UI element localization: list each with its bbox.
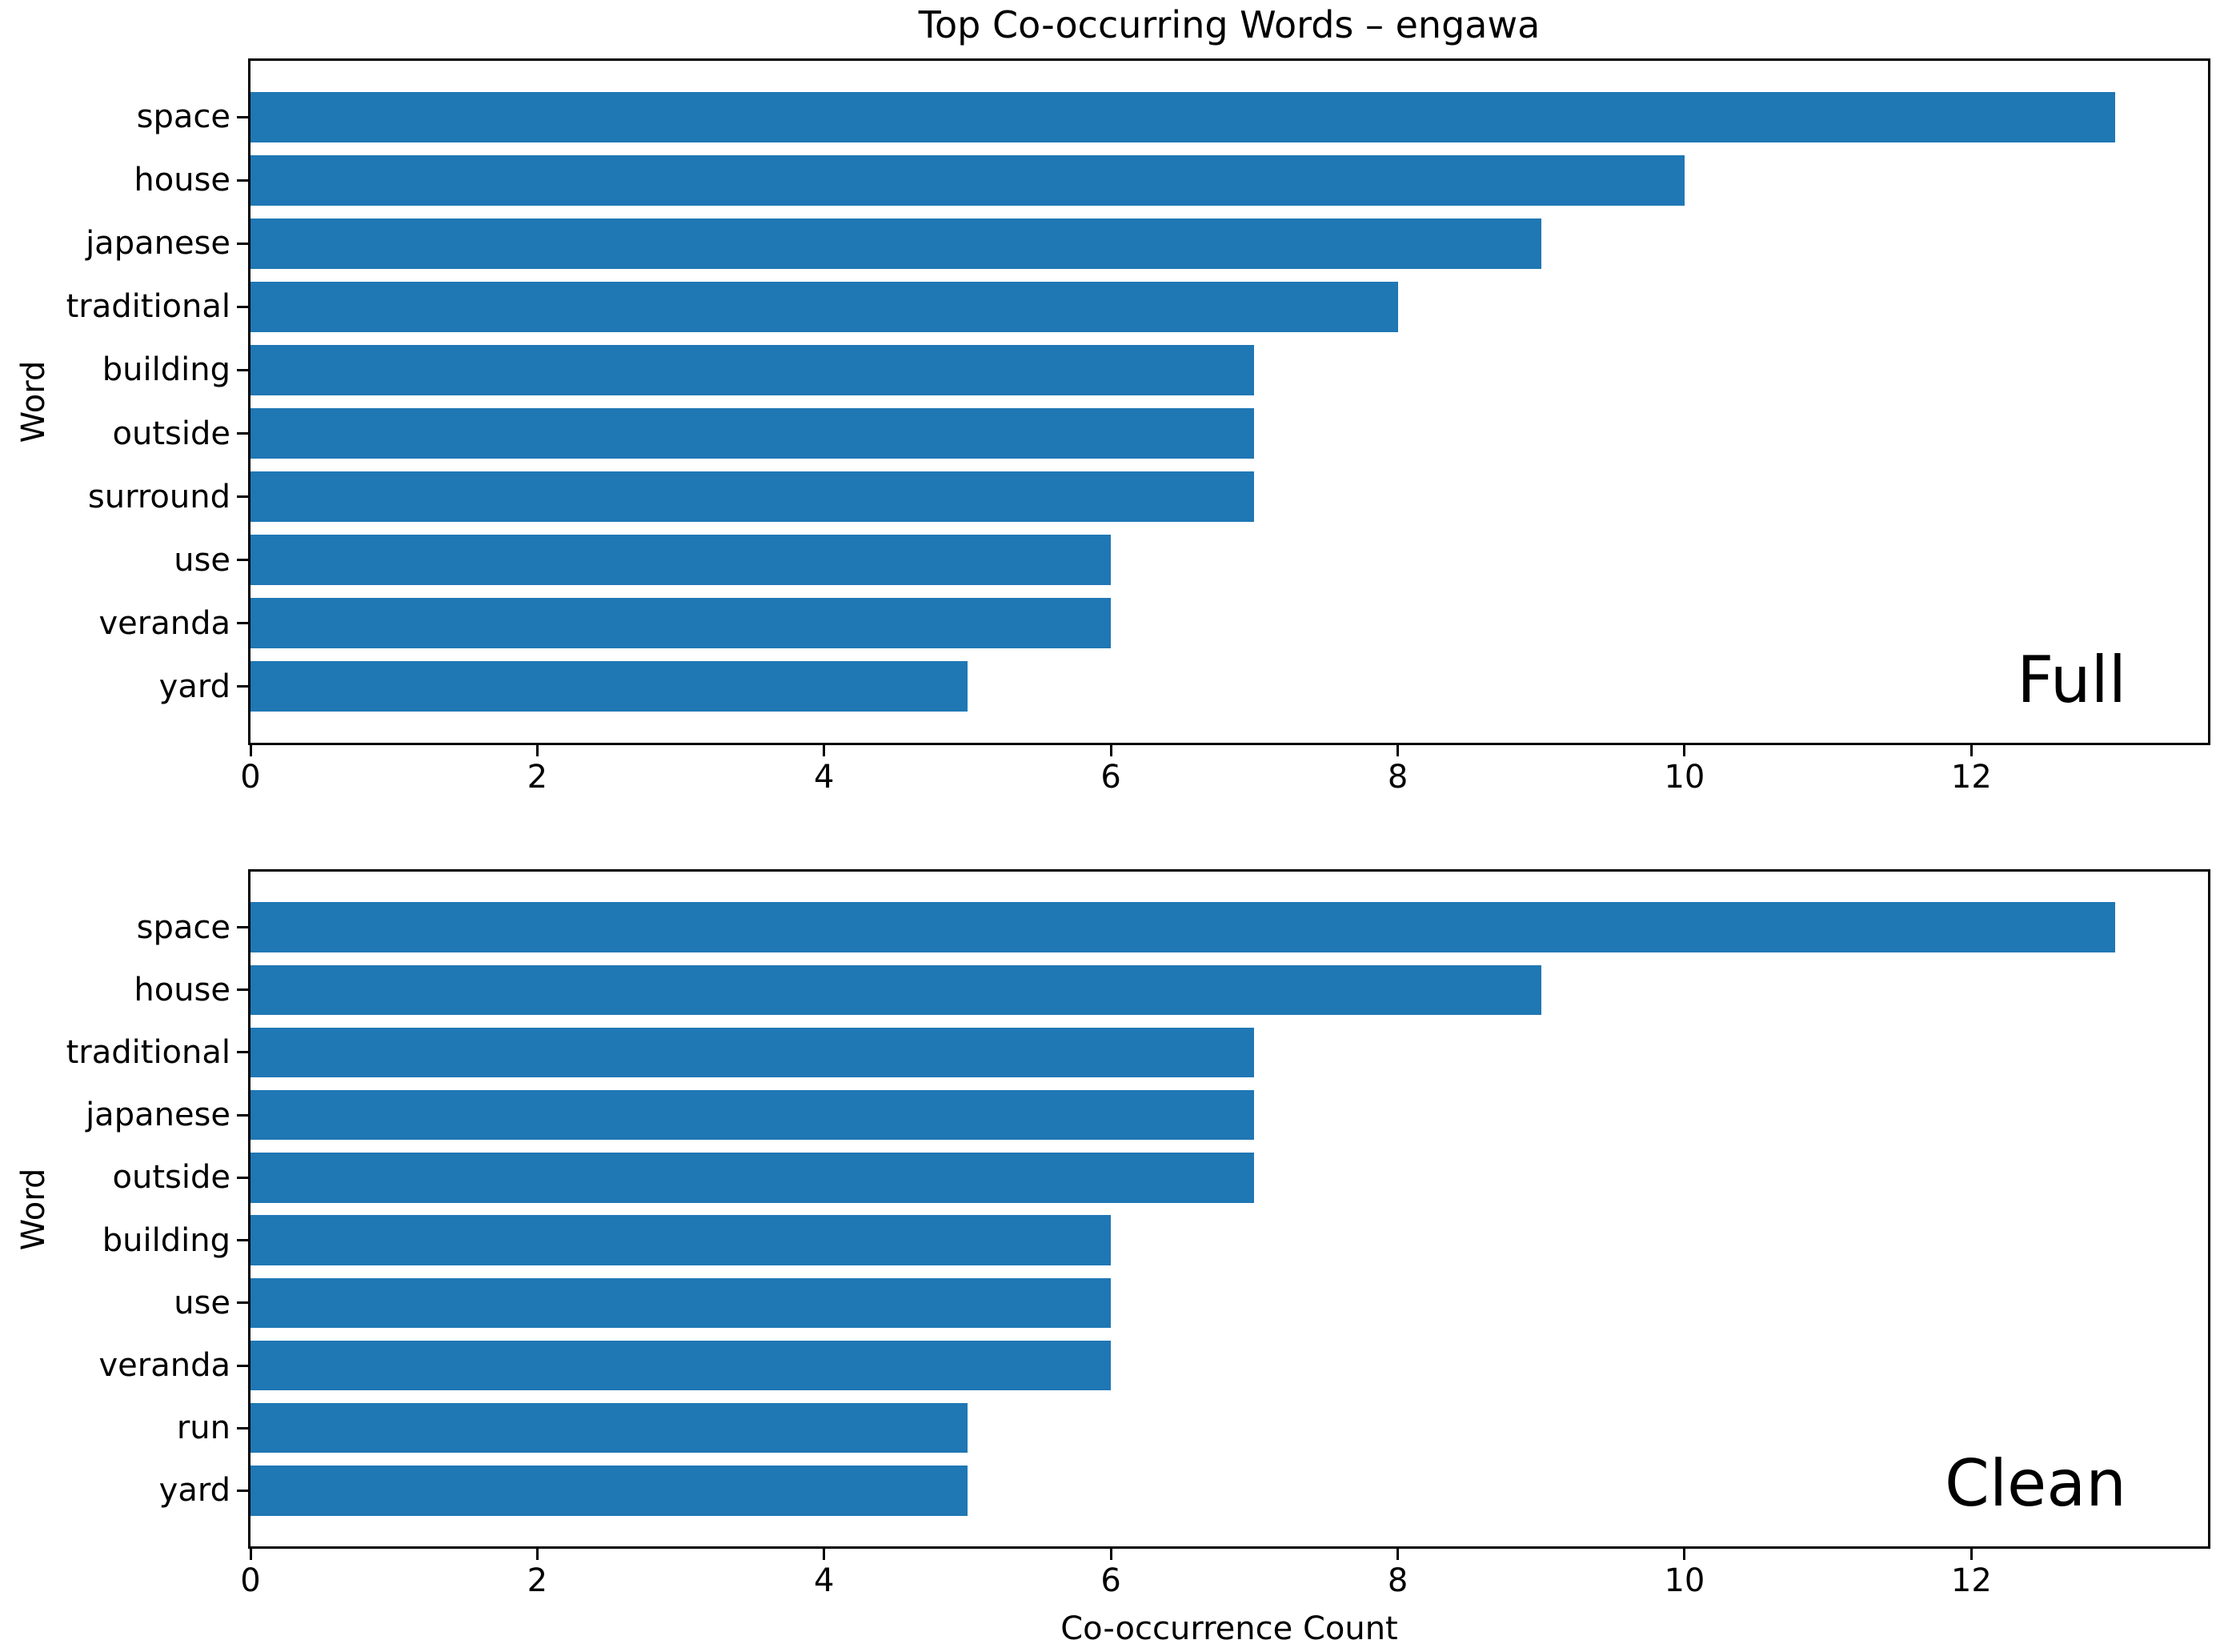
bar-full-house <box>250 154 1685 206</box>
x-tick-label-clean: 2 <box>527 1562 548 1599</box>
y-tick-mark <box>237 1239 248 1242</box>
y-tick-mark <box>237 178 248 182</box>
y-tick-mark <box>237 1051 248 1054</box>
bar-clean-traditional <box>250 1027 1255 1078</box>
x-tick-label-clean: 8 <box>1387 1562 1409 1599</box>
y-tick-label-full: outside <box>112 415 230 452</box>
bar-clean-building <box>250 1215 1112 1265</box>
x-tick-mark <box>1683 1549 1686 1560</box>
y-tick-label-full: surround <box>87 478 230 515</box>
y-axis-label-full: Word <box>15 360 52 443</box>
bar-full-japanese <box>250 218 1541 270</box>
x-tick-mark <box>1970 1549 1973 1560</box>
bar-full-yard <box>250 661 968 712</box>
x-tick-label-full: 6 <box>1100 759 1121 796</box>
y-tick-mark <box>237 115 248 118</box>
y-tick-mark <box>237 1489 248 1492</box>
bar-clean-yard <box>250 1466 968 1516</box>
y-tick-label-clean: run <box>176 1409 230 1447</box>
x-tick-label-clean: 10 <box>1664 1562 1705 1599</box>
bar-full-traditional <box>250 281 1398 333</box>
x-tick-mark <box>1970 745 1973 756</box>
bar-clean-space <box>250 902 2115 952</box>
panel-label-clean: Clean <box>1944 1446 2126 1521</box>
y-tick-mark <box>237 1364 248 1367</box>
y-tick-mark <box>237 368 248 371</box>
y-tick-label-clean: use <box>174 1284 230 1321</box>
y-tick-label-clean: building <box>102 1221 230 1259</box>
y-tick-label-clean: outside <box>112 1159 230 1197</box>
x-axis-label: Co-occurrence Count <box>1060 1610 1398 1647</box>
x-tick-mark <box>249 745 252 756</box>
plot-area-full <box>248 58 2210 745</box>
y-tick-label-clean: japanese <box>86 1097 230 1134</box>
y-tick-label-full: space <box>136 98 230 136</box>
y-tick-label-clean: yard <box>158 1472 230 1510</box>
x-tick-label-full: 0 <box>240 759 261 796</box>
y-tick-label-full: house <box>134 162 230 199</box>
y-tick-mark <box>237 685 248 688</box>
bar-clean-japanese <box>250 1089 1255 1141</box>
x-tick-mark <box>1396 1549 1400 1560</box>
bar-clean-run <box>250 1402 968 1454</box>
x-tick-label-clean: 6 <box>1100 1562 1121 1599</box>
plot-area-clean <box>248 869 2210 1549</box>
bar-clean-use <box>250 1277 1112 1329</box>
y-axis-label-clean: Word <box>15 1168 52 1250</box>
y-tick-mark <box>237 1426 248 1429</box>
y-tick-label-full: building <box>102 351 230 389</box>
y-tick-mark <box>237 305 248 308</box>
panel-label-full: Full <box>2017 643 2126 717</box>
x-tick-mark <box>823 1549 826 1560</box>
bar-full-space <box>250 91 2115 142</box>
bar-clean-house <box>250 964 1541 1016</box>
x-tick-mark <box>249 1549 252 1560</box>
x-tick-mark <box>1109 1549 1112 1560</box>
y-tick-mark <box>237 559 248 562</box>
bar-full-veranda <box>250 598 1112 649</box>
y-tick-label-clean: veranda <box>98 1347 231 1384</box>
y-tick-mark <box>237 622 248 625</box>
y-tick-label-full: use <box>174 541 230 579</box>
y-tick-mark <box>237 495 248 499</box>
y-tick-mark <box>237 1176 248 1179</box>
y-tick-label-clean: traditional <box>66 1033 230 1071</box>
bar-full-surround <box>250 471 1255 523</box>
x-tick-mark <box>1683 745 1686 756</box>
y-tick-label-clean: space <box>136 908 230 946</box>
x-tick-label-full: 2 <box>527 759 548 796</box>
bar-clean-outside <box>250 1153 1255 1203</box>
x-tick-mark <box>1109 745 1112 756</box>
x-tick-label-full: 12 <box>1950 759 1992 796</box>
y-tick-mark <box>237 242 248 245</box>
y-tick-mark <box>237 1113 248 1117</box>
x-tick-label-full: 4 <box>814 759 835 796</box>
x-tick-label-clean: 4 <box>814 1562 835 1599</box>
y-tick-label-clean: house <box>134 971 230 1008</box>
y-tick-mark <box>237 926 248 929</box>
x-tick-mark <box>535 745 539 756</box>
x-tick-label-clean: 12 <box>1950 1562 1992 1599</box>
y-tick-mark <box>237 1301 248 1305</box>
y-tick-label-full: yard <box>158 668 230 705</box>
bar-full-outside <box>250 407 1255 459</box>
y-tick-label-full: traditional <box>66 288 230 326</box>
x-tick-mark <box>1396 745 1400 756</box>
y-tick-label-full: japanese <box>86 225 230 263</box>
x-tick-mark <box>535 1549 539 1560</box>
chart-title: Top Co-occurring Words – engawa <box>918 3 1541 46</box>
x-tick-label-clean: 0 <box>240 1562 261 1599</box>
x-tick-mark <box>823 745 826 756</box>
y-tick-label-full: veranda <box>98 604 231 642</box>
y-tick-mark <box>237 988 248 992</box>
bar-full-use <box>250 534 1112 586</box>
bar-full-building <box>250 344 1255 396</box>
x-tick-label-full: 10 <box>1664 759 1705 796</box>
x-tick-label-full: 8 <box>1387 759 1409 796</box>
y-tick-mark <box>237 432 248 435</box>
bar-clean-veranda <box>250 1340 1112 1391</box>
